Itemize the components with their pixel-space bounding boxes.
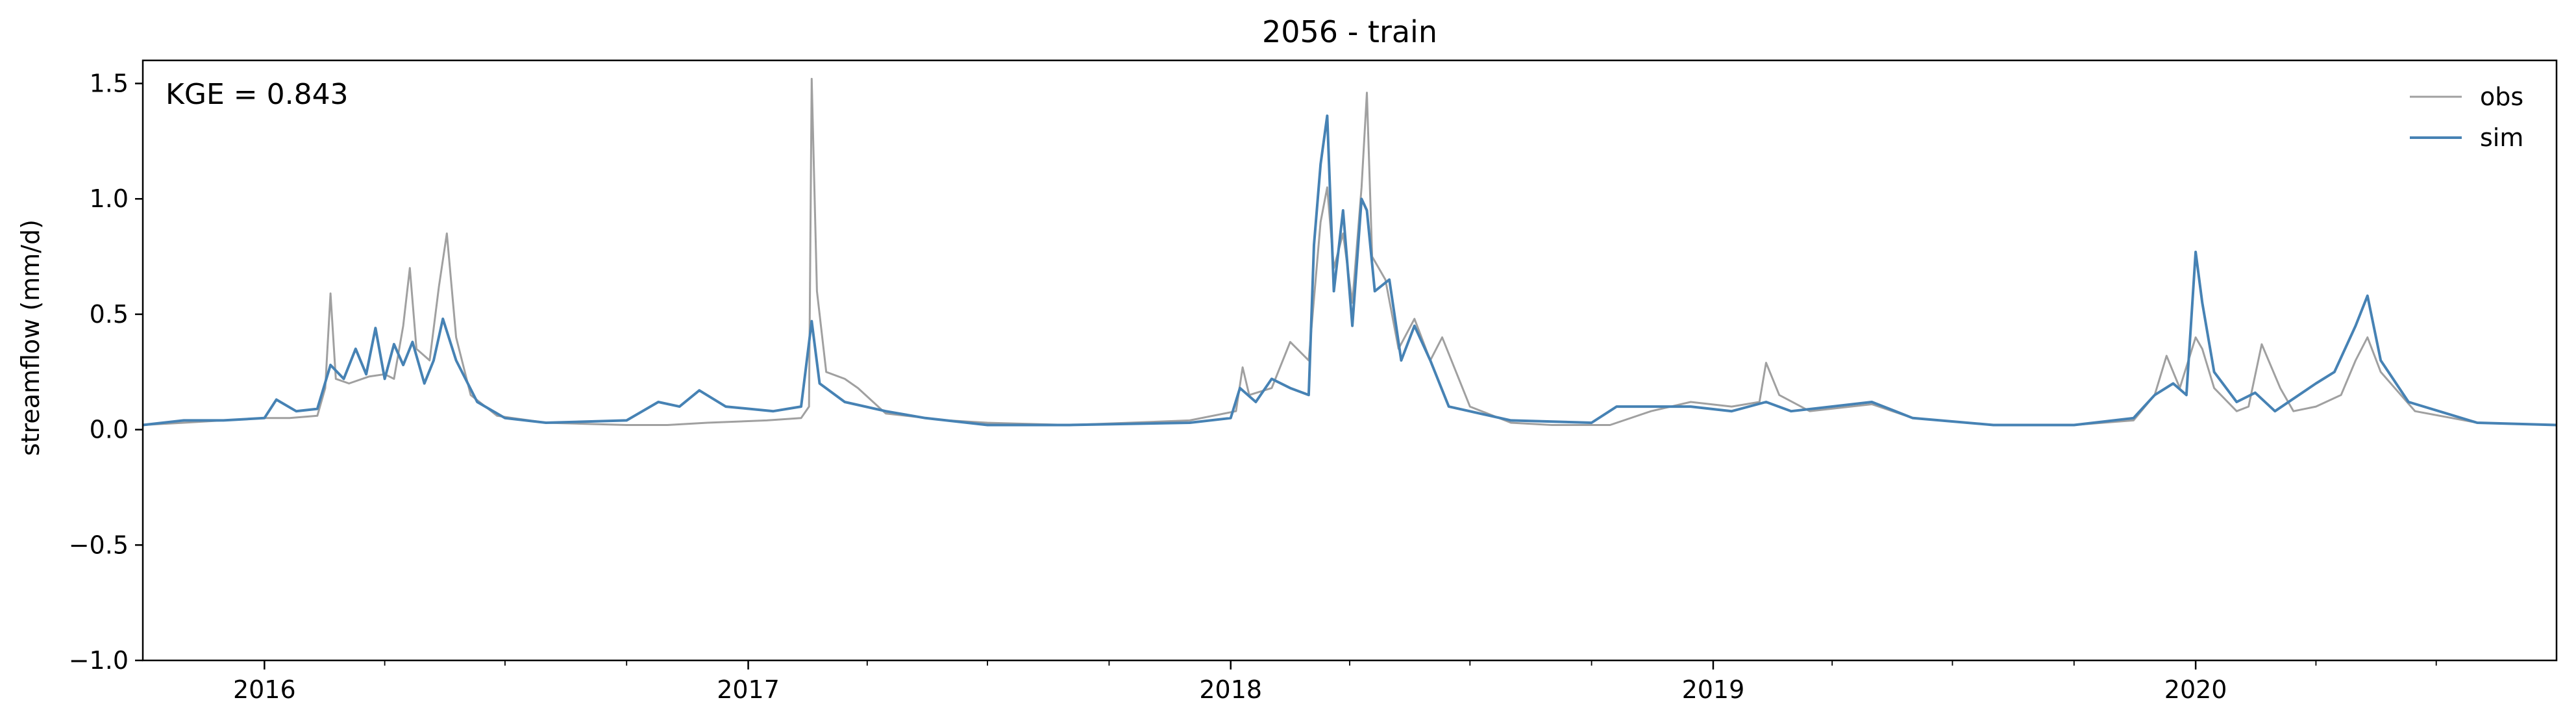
y-tick-label: 0.5: [90, 300, 129, 329]
y-axis-ticks: −1.0 −0.5 0.0 0.5 1.0 1.5: [69, 69, 143, 675]
series-line-obs: [142, 77, 2557, 426]
y-tick-label: 1.5: [90, 69, 129, 98]
legend: obs sim: [2410, 82, 2523, 152]
x-tick-label: 2019: [1682, 675, 1745, 704]
chart-title: 2056 - train: [1262, 14, 1437, 49]
y-axis-label: streamflow (mm/d): [16, 219, 45, 456]
y-tick-label: −1.0: [69, 646, 129, 675]
kge-annotation: KGE = 0.843: [166, 78, 349, 111]
series-line-sim: [142, 114, 2557, 427]
x-axis-minor-ticks: [384, 660, 2437, 666]
plot-frame: [142, 59, 2558, 662]
plot-area: [142, 77, 2557, 427]
y-tick-label: −0.5: [69, 531, 129, 559]
x-axis-ticks: 2016 2017 2018 2019 2020: [233, 660, 2227, 704]
y-tick-label: 1.0: [90, 184, 129, 213]
legend-label-obs: obs: [2480, 82, 2523, 111]
x-tick-label: 2020: [2164, 675, 2227, 704]
x-tick-label: 2017: [717, 675, 780, 704]
y-tick-label: 0.0: [90, 416, 129, 444]
legend-label-sim: sim: [2480, 123, 2523, 152]
x-tick-label: 2016: [233, 675, 296, 704]
x-tick-label: 2018: [1199, 675, 1262, 704]
